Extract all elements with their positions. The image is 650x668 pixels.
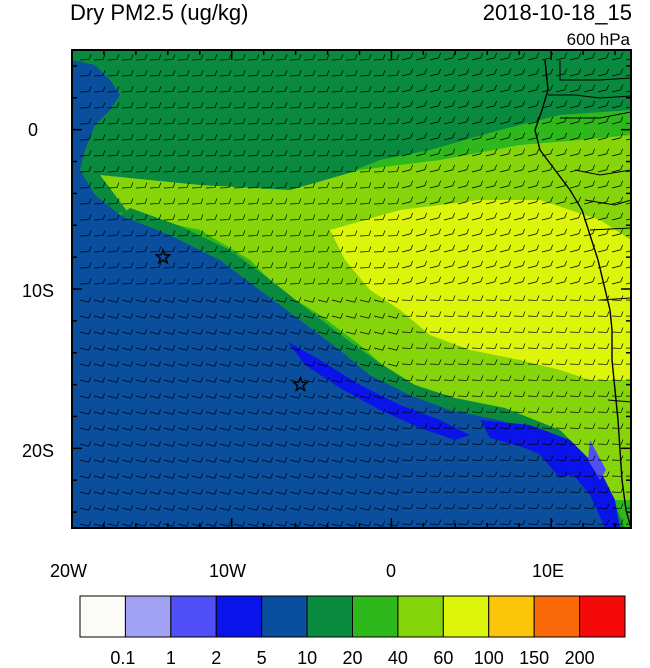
colorbar-swatch bbox=[124, 595, 172, 638]
lon-label-0: 0 bbox=[386, 561, 397, 581]
map-datetime: 2018-10-18_15 bbox=[482, 0, 632, 25]
colorbar-tick-label: 1 bbox=[165, 648, 176, 668]
colorbar-tick-label: 200 bbox=[564, 648, 595, 668]
field-band-5-filament bbox=[288, 342, 470, 440]
lat-label-10s: 10S bbox=[22, 281, 55, 301]
colorbar-swatch bbox=[397, 595, 444, 638]
axis-ticks bbox=[71, 50, 631, 528]
field-band-100 bbox=[330, 200, 631, 380]
colorbar-tick-label: 5 bbox=[256, 648, 267, 668]
colorbar-swatch bbox=[579, 595, 626, 638]
colorbar-swatch bbox=[215, 595, 263, 638]
field-band-2-patch bbox=[588, 440, 606, 480]
lon-label-10e: 10E bbox=[532, 561, 565, 581]
lat-label-0: 0 bbox=[28, 120, 39, 140]
colorbar-tick-label: 10 bbox=[297, 648, 318, 668]
field-band-20-rim bbox=[120, 208, 625, 528]
colorbar-tick-label: 150 bbox=[519, 648, 550, 668]
lon-label-10w: 10W bbox=[209, 561, 247, 581]
colorbar-swatch bbox=[442, 595, 490, 638]
colorbar-tick-label: 20 bbox=[342, 648, 363, 668]
colorbar-swatch bbox=[306, 595, 354, 638]
country-borders bbox=[548, 60, 631, 403]
field-band-20 bbox=[72, 50, 631, 220]
colorbar-tick-label: 0.1 bbox=[110, 648, 136, 668]
pressure-level: 600 hPa bbox=[566, 30, 630, 49]
star-icon bbox=[154, 247, 172, 265]
colorbar-tick-label: 40 bbox=[387, 648, 408, 668]
colorbar-swatch bbox=[170, 595, 217, 638]
colorbar-tick-label: 100 bbox=[473, 648, 504, 668]
coastline bbox=[534, 59, 631, 528]
station-markers bbox=[154, 247, 310, 393]
wind-barbs bbox=[79, 52, 631, 527]
field-band-10 bbox=[72, 60, 615, 528]
colorbar-tick-label: 60 bbox=[433, 648, 454, 668]
map-title: Dry PM2.5 (ug/kg) bbox=[70, 0, 249, 25]
lat-label-20s: 20S bbox=[22, 441, 55, 461]
field-band-5-south bbox=[480, 420, 620, 528]
star-icon bbox=[291, 375, 310, 393]
colorbar bbox=[79, 595, 626, 638]
colorbar-swatch bbox=[533, 595, 581, 638]
colorbar-swatch bbox=[488, 595, 535, 638]
lon-label-20w: 20W bbox=[50, 561, 88, 581]
colorbar-swatch bbox=[79, 595, 126, 638]
colorbar-swatch bbox=[261, 595, 308, 638]
colorbar-swatch bbox=[352, 595, 399, 638]
pm25-field bbox=[72, 50, 631, 528]
colorbar-tick-label: 2 bbox=[211, 648, 222, 668]
